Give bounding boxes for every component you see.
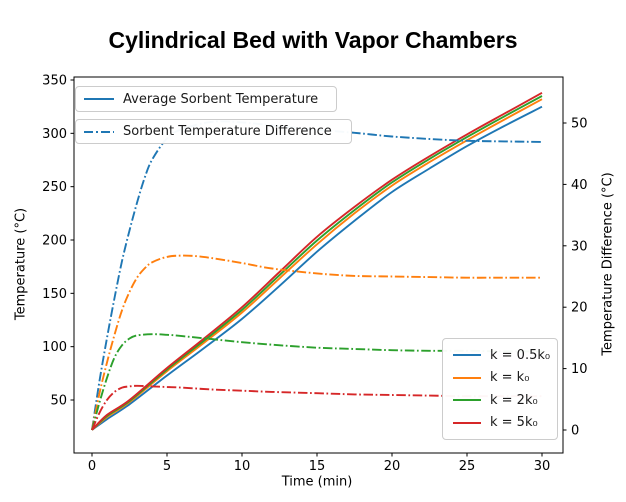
- svg-text:200: 200: [42, 234, 67, 249]
- svg-text:25: 25: [459, 459, 476, 474]
- svg-text:0: 0: [571, 424, 579, 439]
- line-sample: [453, 376, 481, 379]
- legend-average-temperature: Average Sorbent Temperature: [75, 86, 337, 112]
- legend-difference-label: Sorbent Temperature Difference: [123, 124, 332, 139]
- svg-text:350: 350: [42, 74, 67, 89]
- legend-temperature-difference: Sorbent Temperature Difference: [75, 119, 352, 144]
- svg-text:10: 10: [571, 362, 588, 377]
- legend-k-values: k = 0.5k₀ k = k₀ k = 2k₀ k = 5k₀: [442, 338, 558, 440]
- chart-title: Cylindrical Bed with Vapor Chambers: [108, 27, 518, 53]
- svg-text:150: 150: [42, 287, 67, 302]
- svg-text:5: 5: [163, 459, 171, 474]
- svg-text:30: 30: [571, 239, 588, 254]
- legend-k-label: k = 2k₀: [490, 392, 538, 408]
- svg-text:100: 100: [42, 340, 67, 355]
- svg-text:20: 20: [571, 301, 588, 316]
- legend-k-label: k = 0.5k₀: [490, 347, 551, 363]
- svg-text:40: 40: [571, 178, 588, 193]
- legend-item-k-k0: k = k₀: [445, 367, 555, 390]
- line-sample: [453, 399, 481, 402]
- line-sample: [453, 354, 481, 357]
- svg-text:15: 15: [309, 459, 326, 474]
- legend-average-label: Average Sorbent Temperature: [123, 91, 319, 107]
- y-axis-label-right: Temperature Difference (°C): [600, 172, 616, 356]
- svg-text:300: 300: [42, 127, 67, 142]
- svg-text:50: 50: [571, 117, 588, 132]
- svg-text:10: 10: [234, 459, 251, 474]
- y-axis-label-left: Temperature (°C): [13, 207, 29, 321]
- legend-item-k-5k0: k = 5k₀: [445, 412, 555, 435]
- line-sample: [453, 421, 481, 424]
- dashdot-line-sample: [84, 130, 114, 133]
- legend-k-label: k = 5k₀: [490, 415, 538, 431]
- legend-item-k-2k0: k = 2k₀: [445, 389, 555, 412]
- svg-text:30: 30: [534, 459, 551, 474]
- svg-text:250: 250: [42, 180, 67, 195]
- svg-text:0: 0: [88, 459, 96, 474]
- legend-item-k-0.5k0: k = 0.5k₀: [445, 344, 555, 367]
- legend-k-label: k = k₀: [490, 370, 530, 386]
- solid-line-sample: [84, 98, 114, 100]
- svg-text:50: 50: [50, 394, 67, 409]
- x-axis-label: Time (min): [281, 474, 353, 490]
- svg-text:20: 20: [384, 459, 401, 474]
